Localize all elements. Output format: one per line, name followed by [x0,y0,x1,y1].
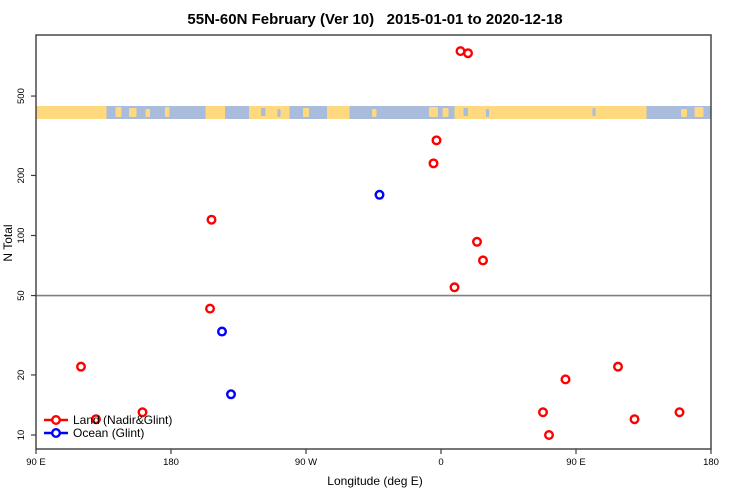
map-strip-ocean-island [592,108,596,116]
map-strip-land-island [694,107,704,117]
data-point [613,361,624,372]
data-point [472,236,483,247]
x-tick-label: 180 [703,457,719,468]
x-tick-label: 0 [438,457,443,468]
map-strip-land-island [303,108,309,117]
legend-label-land: Land (Nadir&Glint) [73,413,173,427]
data-point [629,414,640,425]
data-point [463,48,474,59]
x-axis-title: Longitude (deg E) [327,474,423,488]
data-point [428,158,439,169]
data-point [449,282,460,293]
data-point [431,135,442,146]
y-tick-label: 10 [16,430,27,441]
map-strip-ocean-island [277,109,281,117]
y-tick-label: 200 [16,168,27,184]
data-point [90,414,101,425]
map-strip-land-segment [454,106,647,119]
map-strip-land-island [115,107,122,117]
chart-title: 55N-60N February (Ver 10) 2015-01-01 to … [187,11,563,28]
map-strip-land-segment [249,106,290,119]
map-strip-ocean-island [463,108,468,116]
map-strip-land-island [145,109,150,117]
legend-label-ocean: Ocean (Glint) [73,426,145,440]
map-strip-land-island [429,107,438,117]
y-tick-label: 50 [16,290,27,301]
data-point [544,430,555,441]
map-strip-ocean-island [486,109,489,117]
map-strip-land-segment [327,106,350,119]
map-strip-land-island [129,108,137,117]
map-strip-ocean-segment [225,106,249,119]
x-tick-label: 90 W [295,457,317,468]
map-strip-land-island [442,108,449,117]
map-strip-land-island [372,109,377,117]
x-tick-label: 90 E [566,457,586,468]
data-point [204,303,215,314]
data-point [374,189,385,200]
map-strip-land-island [681,109,687,117]
map-strip-land-segment [36,106,107,119]
legend-point-marker [51,415,62,426]
data-point [75,361,86,372]
y-tick-label: 100 [16,228,27,244]
data-point [538,407,549,418]
data-point [137,407,148,418]
map-strip-land-island [165,107,170,117]
map-strip-ocean-segment [349,106,455,119]
plot-border [35,34,712,450]
legend-point-marker [51,428,62,439]
y-tick-label: 500 [16,88,27,104]
data-point [225,389,236,400]
y-axis-title: N Total [1,224,15,262]
y-tick-label: 20 [16,370,27,381]
data-point [478,255,489,266]
data-point [674,407,685,418]
map-strip-land-segment [205,106,225,119]
x-tick-label: 90 E [26,457,46,468]
x-tick-label: 180 [163,457,179,468]
data-point [560,374,571,385]
data-point [206,214,217,225]
map-strip-ocean-island [261,108,266,116]
data-point [216,326,227,337]
